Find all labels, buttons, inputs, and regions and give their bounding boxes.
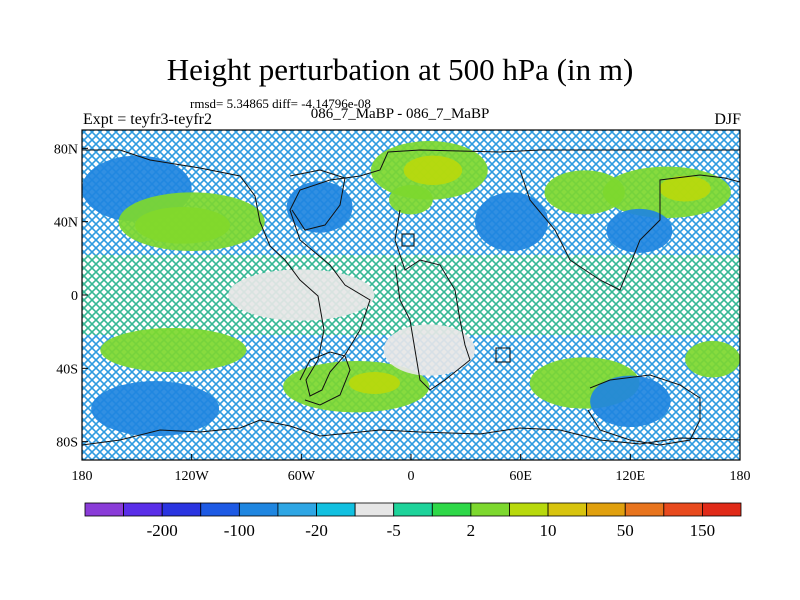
colorbar-label: -20 [305,521,328,540]
colorbar-swatch [238,502,279,517]
colorbar-swatch [509,502,549,517]
latitude-ticks: 80N 40N 0 40S 80S [54,142,88,451]
anomaly-region-17 [590,375,671,428]
lat-tick-label: 40S [56,362,78,377]
antarctica-outline [82,419,740,446]
anomaly-regions [82,141,740,437]
island-outline [401,233,415,247]
longitude-ticks: 180 120W 60W 0 60E 120E 180 [72,454,751,484]
greenland-outline [289,169,346,231]
colorbar-swatch [624,502,665,517]
coastlines [82,149,740,446]
lon-tick-label: 60E [509,469,532,484]
anomaly-region-18 [685,340,740,378]
colorbar-label: -100 [224,521,255,540]
season-label: DJF [714,111,741,128]
colorbar-swatch [354,502,395,517]
colorbar-swatch [200,502,240,517]
island-outline [495,347,511,363]
eurasia-outline [394,209,471,391]
lon-tick-label: 120E [616,469,646,484]
colorbar-swatch [84,502,124,517]
australia-outline [587,374,701,446]
experiment-label: Expt = teyfr3-teyfr2 [83,111,212,128]
anomaly-region-11 [606,208,673,253]
colorbar-swatch [547,502,588,517]
anomaly-region-19 [383,324,475,376]
anomaly-region-5 [403,155,463,185]
lon-tick-label: 0 [408,469,415,484]
colorbar-swatch [702,502,742,517]
colorbar-label: 10 [540,521,557,540]
anomaly-region-8 [544,170,625,215]
colorbar-label: -200 [147,521,178,540]
colorbar-swatch [277,502,317,517]
equatorial-band [82,255,740,335]
lon-tick-label: 180 [72,469,93,484]
anomaly-region-3 [286,181,353,233]
map-area [82,130,740,460]
colorbar-swatch [470,502,510,517]
anomaly-region-13 [91,381,220,437]
colorbar-swatch [663,502,703,517]
anomaly-region-7 [474,192,549,252]
colorbar-label: 2 [467,521,476,540]
south-america-outline [299,351,351,406]
colorbar-swatch [431,502,472,517]
anomaly-region-10 [659,175,711,202]
period-label: 086_7_MaBP - 086_7_MaBP [310,106,490,122]
anomaly-region-20 [228,269,375,321]
colorbar-swatch [123,502,163,517]
lat-tick-label: 40N [54,216,78,231]
colorbar-swatch [316,502,356,517]
colorbar-label: -5 [387,521,401,540]
lon-tick-label: 60W [288,469,316,484]
asia-outline [519,169,740,291]
colorbar-label: 150 [690,521,716,540]
anomaly-region-6 [389,185,433,215]
anomaly-region-15 [348,372,401,394]
lon-tick-label: 180 [730,469,751,484]
colorbar-swatch [393,502,433,517]
lat-tick-label: 0 [71,289,78,304]
colorbar: -200 -100 -20 -5 2 10 50 150 [84,502,742,540]
colorbar-label: 50 [617,521,634,540]
lon-tick-label: 120W [175,469,210,484]
anomaly-region-2 [118,192,265,252]
anomaly-region-12 [100,328,247,372]
colorbar-swatch [161,502,202,517]
colorbar-swatch [586,502,626,517]
north-america-outline [82,149,740,397]
stats-label: rmsd= 5.34865 diff= -4.14796e-08 [190,96,371,111]
plot-title: Height perturbation at 500 hPa (in m) [166,52,634,87]
lat-tick-label: 80S [56,436,78,451]
lat-tick-label: 80N [54,142,78,157]
